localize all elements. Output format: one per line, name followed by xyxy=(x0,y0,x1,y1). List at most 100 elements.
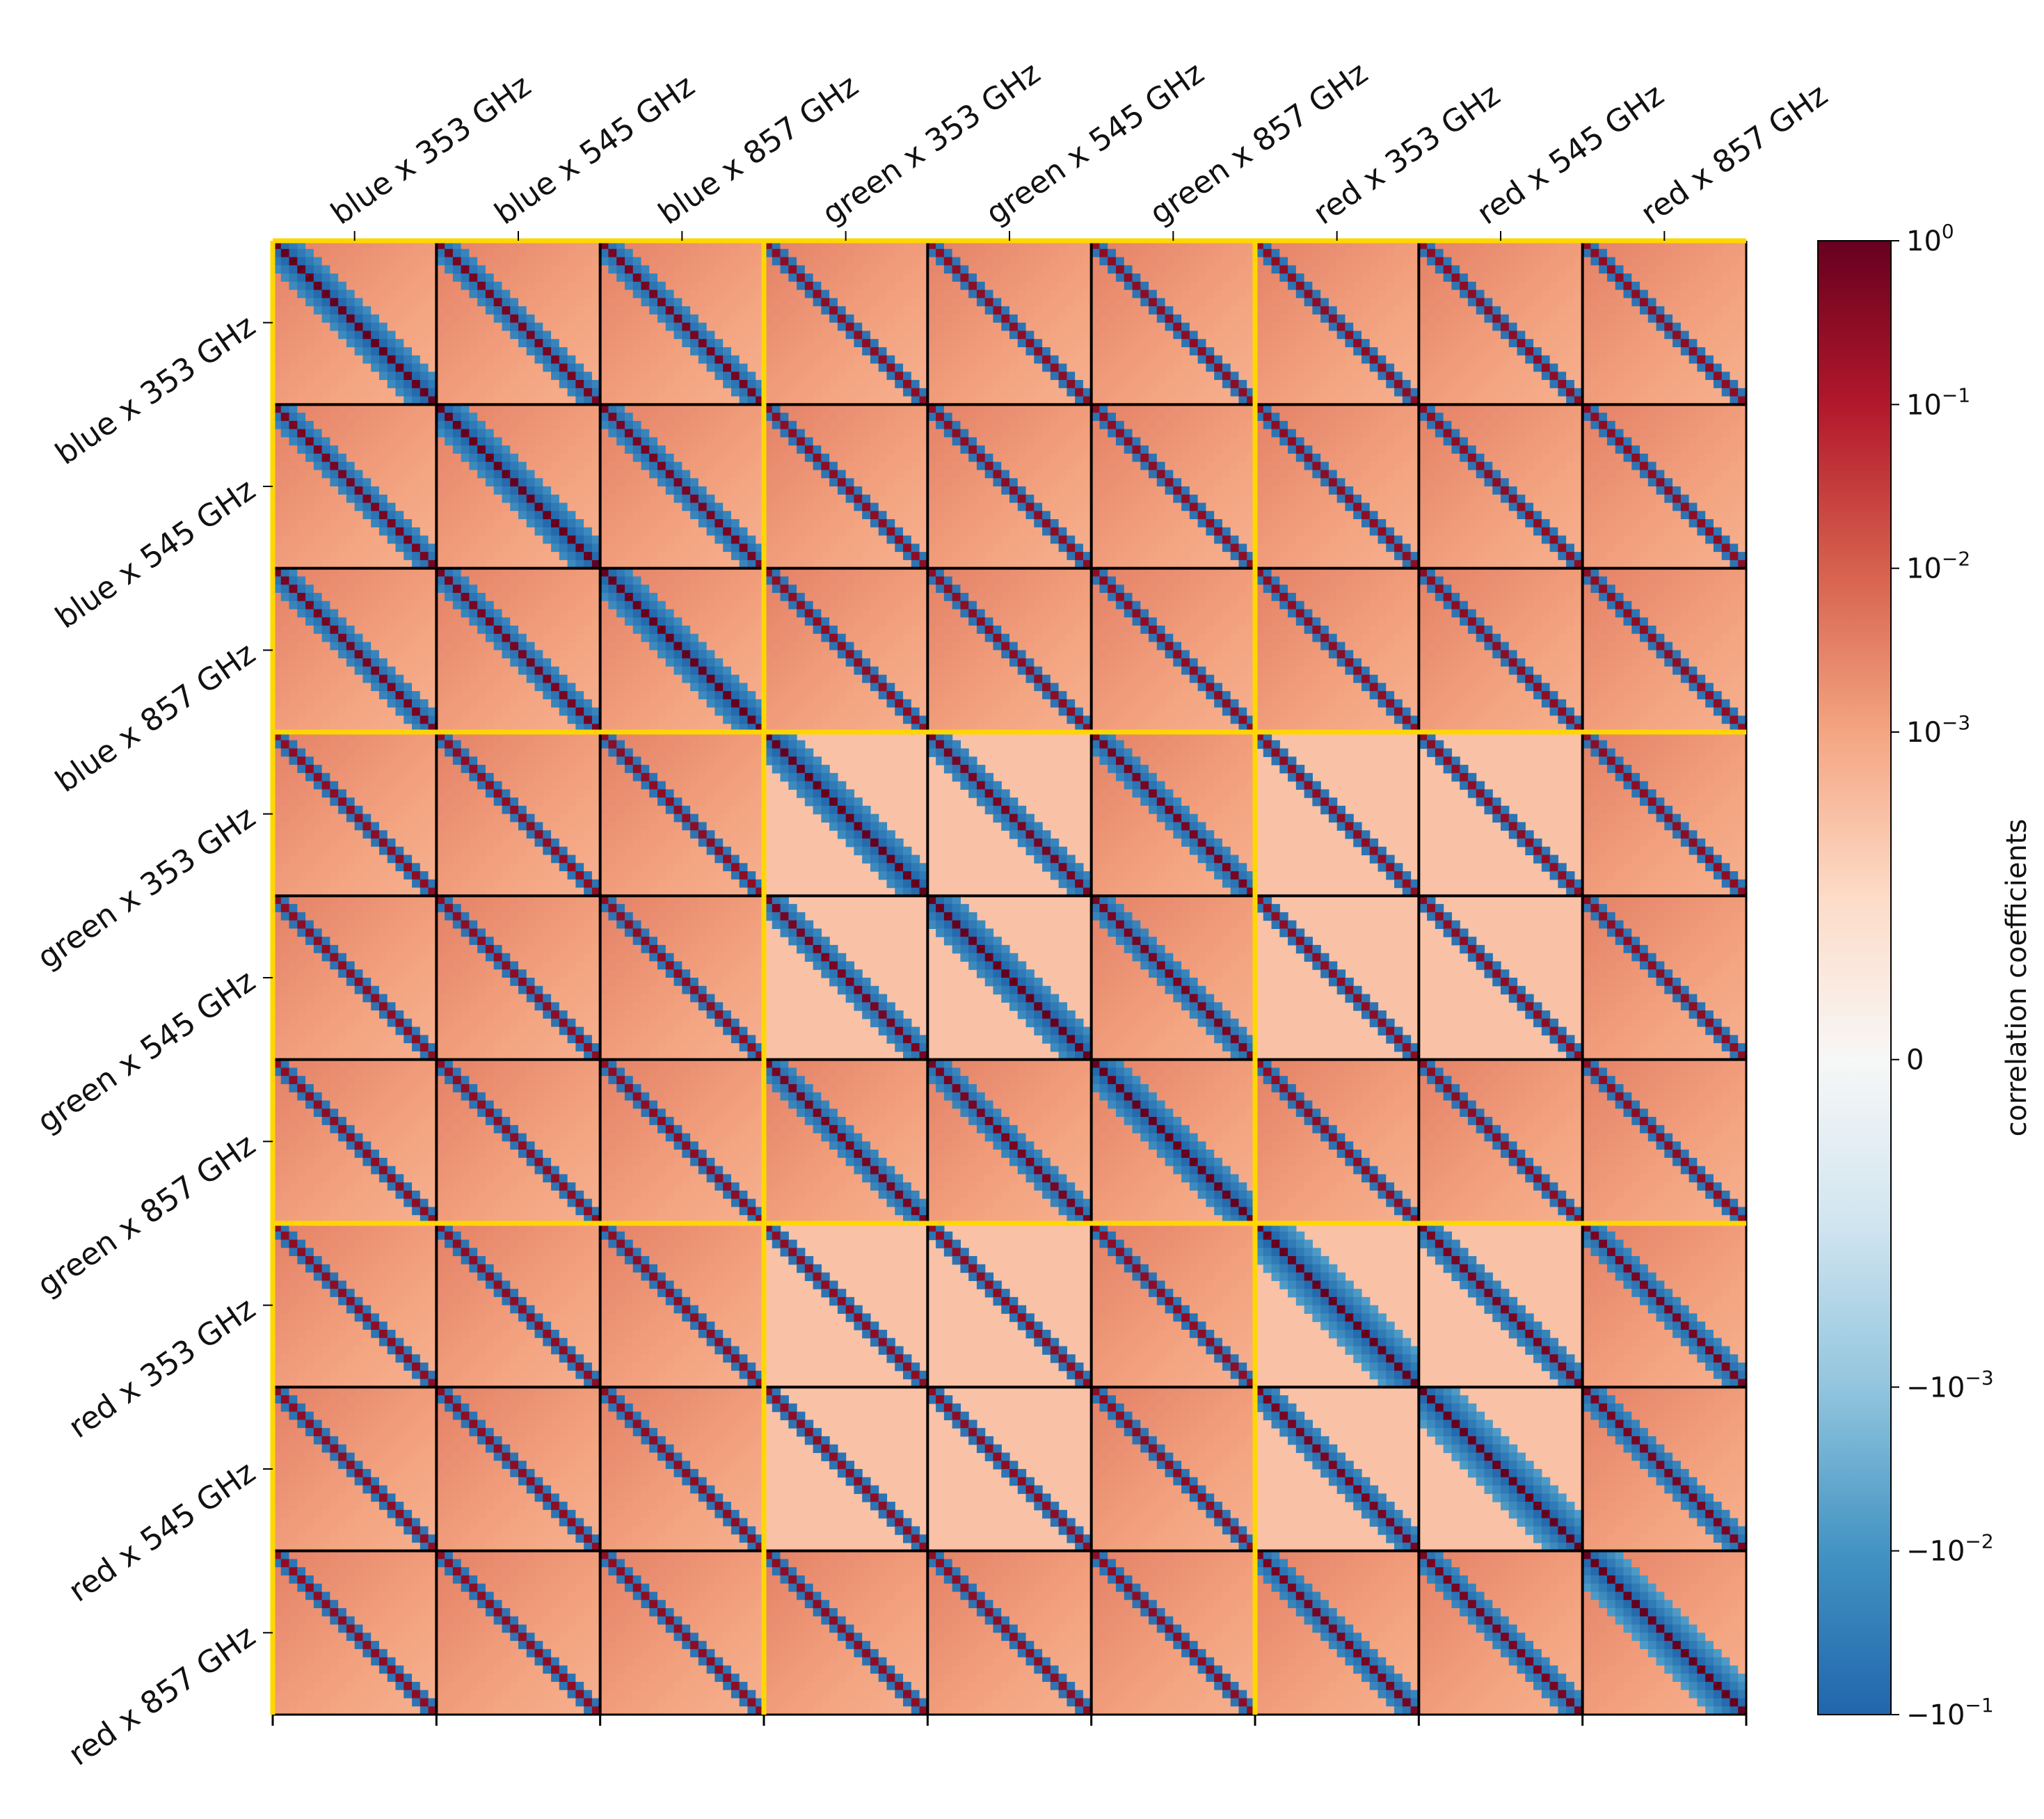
heatmap-cell xyxy=(371,347,379,356)
heatmap-cell xyxy=(887,265,895,273)
heatmap-cell xyxy=(895,347,903,356)
heatmap-cell xyxy=(1140,273,1149,282)
heatmap-cell xyxy=(486,356,494,364)
heatmap-cell xyxy=(1026,388,1035,397)
heatmap-cell xyxy=(625,282,633,290)
heatmap-cell xyxy=(1231,315,1239,323)
heatmap-cell xyxy=(1051,372,1059,380)
heatmap-cell xyxy=(330,372,338,380)
heatmap-cell xyxy=(568,331,576,339)
heatmap-cell xyxy=(714,331,723,339)
heatmap-cell xyxy=(1165,315,1174,323)
heatmap-cell xyxy=(1001,249,1009,257)
heatmap-cell xyxy=(862,298,870,306)
heatmap-cell xyxy=(1214,298,1222,306)
heatmap-cell xyxy=(936,339,944,347)
heatmap-cell xyxy=(355,323,363,331)
heatmap-cell xyxy=(281,290,289,299)
heatmap-cell xyxy=(1042,257,1051,266)
heatmap-cell xyxy=(502,339,510,347)
heatmap-cell xyxy=(657,356,666,364)
heatmap-cell xyxy=(1042,364,1051,372)
heatmap-cell xyxy=(625,290,633,299)
heatmap-cell xyxy=(362,282,371,290)
heatmap-cell xyxy=(1075,290,1083,299)
heatmap-cell xyxy=(1042,339,1051,347)
heatmap-cell xyxy=(968,339,977,347)
heatmap-cell xyxy=(649,331,657,339)
heatmap-cell xyxy=(805,290,813,299)
heatmap-cell xyxy=(977,380,985,388)
heatmap-cell xyxy=(371,265,379,273)
heatmap-cell xyxy=(330,380,338,388)
heatmap-cell xyxy=(682,273,690,282)
heatmap-cell xyxy=(322,380,330,388)
heatmap-cell xyxy=(388,323,396,331)
heatmap-cell xyxy=(477,306,486,315)
heatmap-cell xyxy=(388,249,396,257)
heatmap-cell xyxy=(1140,331,1149,339)
heatmap-cell xyxy=(1214,356,1222,364)
heatmap-cell xyxy=(813,356,822,364)
heatmap-cell xyxy=(1190,282,1198,290)
heatmap-cell xyxy=(362,323,371,331)
heatmap-cell xyxy=(829,364,838,372)
heatmap-cell xyxy=(568,339,576,347)
heatmap-cell xyxy=(674,356,682,364)
heatmap-cell xyxy=(1034,265,1042,273)
heatmap-cell xyxy=(314,388,322,397)
heatmap-cell xyxy=(854,339,862,347)
heatmap-cell xyxy=(1206,380,1214,388)
heatmap-cell xyxy=(494,306,502,315)
heatmap-cell xyxy=(944,331,952,339)
heatmap-cell xyxy=(829,282,838,290)
heatmap-cell xyxy=(445,388,453,397)
heatmap-cell xyxy=(297,265,305,273)
heatmap-cell xyxy=(616,356,625,364)
heatmap-cell xyxy=(477,282,486,290)
heatmap-cell xyxy=(1018,298,1026,306)
heatmap-cell xyxy=(1165,372,1174,380)
heatmap-cell xyxy=(862,356,870,364)
heatmap-cell xyxy=(936,331,944,339)
heatmap-cell xyxy=(813,323,822,331)
heatmap-cell xyxy=(330,356,338,364)
heatmap-cell xyxy=(797,298,805,306)
heatmap-cell xyxy=(1173,380,1181,388)
heatmap-cell xyxy=(305,331,314,339)
heatmap-cell xyxy=(985,249,993,257)
heatmap-cell xyxy=(1034,347,1042,356)
heatmap-cell xyxy=(1133,290,1141,299)
heatmap-cell xyxy=(797,315,805,323)
heatmap-cell xyxy=(1001,356,1009,364)
heatmap-cell xyxy=(993,323,1001,331)
heatmap-cell xyxy=(420,306,429,315)
heatmap-cell xyxy=(568,372,576,380)
heatmap-cell xyxy=(797,273,805,282)
heatmap-cell xyxy=(1018,265,1026,273)
heatmap-cell xyxy=(388,306,396,315)
heatmap-cell xyxy=(608,282,616,290)
heatmap-cell xyxy=(616,249,625,257)
heatmap-cell xyxy=(723,298,731,306)
heatmap-cell xyxy=(1042,380,1051,388)
heatmap-cell xyxy=(903,323,911,331)
heatmap-cell xyxy=(477,265,486,273)
heatmap-cell xyxy=(1099,306,1108,315)
heatmap-cell xyxy=(1099,339,1108,347)
heatmap-cell xyxy=(1133,364,1141,372)
heatmap-cell xyxy=(1124,273,1133,282)
heatmap-cell xyxy=(1001,265,1009,273)
heatmap-cell xyxy=(977,356,985,364)
heatmap-cell xyxy=(870,290,879,299)
heatmap-cell xyxy=(714,388,723,397)
heatmap-cell xyxy=(371,388,379,397)
heatmap-cell xyxy=(289,282,298,290)
heatmap-cell xyxy=(838,331,846,339)
heatmap-cell xyxy=(502,347,510,356)
heatmap-cell xyxy=(723,339,731,347)
heatmap-cell xyxy=(461,306,470,315)
heatmap-cell xyxy=(1222,249,1231,257)
heatmap-cell xyxy=(584,249,592,257)
heatmap-cell xyxy=(1059,323,1067,331)
